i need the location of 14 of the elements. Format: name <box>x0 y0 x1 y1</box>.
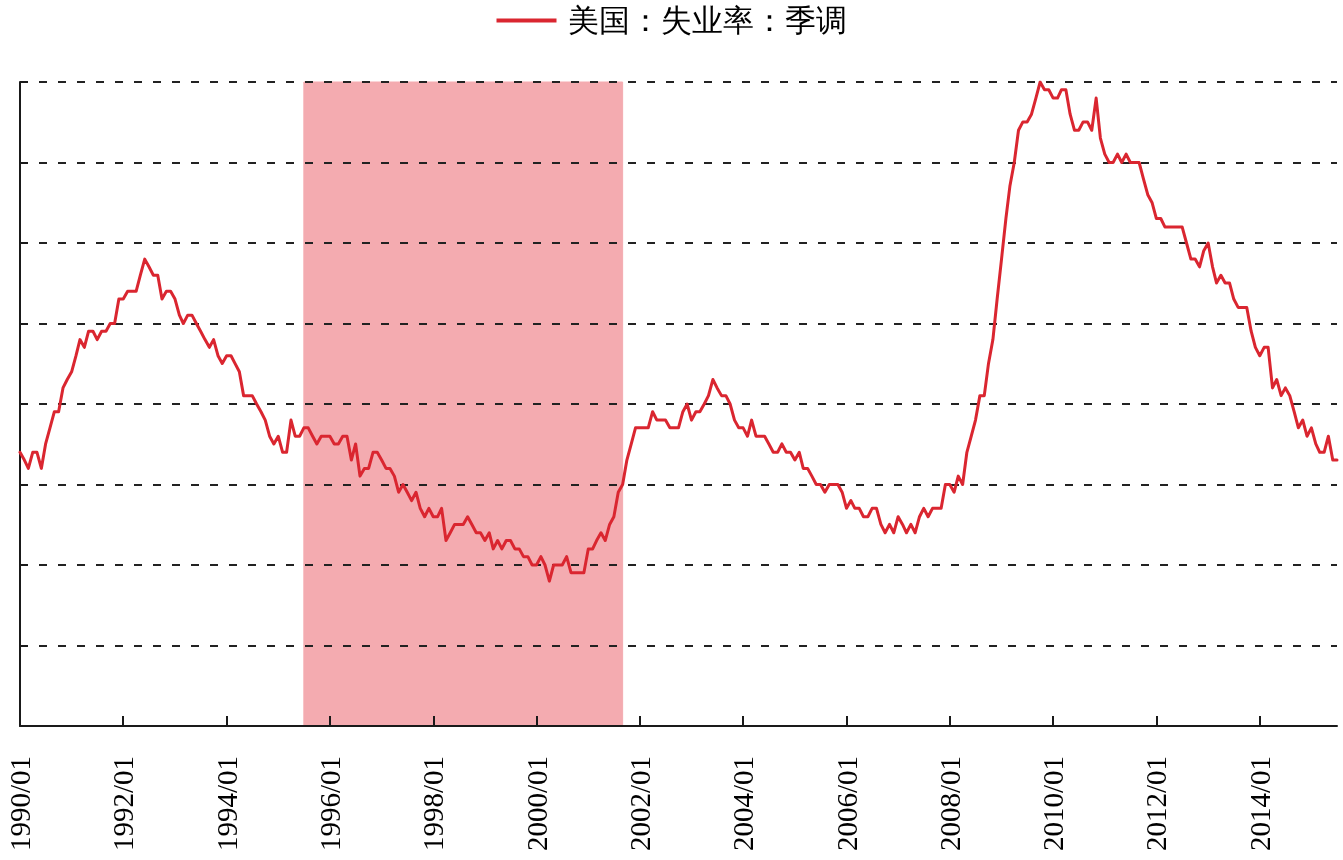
x-tick-label: 2012/01 <box>1140 756 1173 852</box>
x-tick-label: 2008/01 <box>933 756 966 852</box>
x-tick-label: 1992/01 <box>107 756 140 852</box>
x-tick-label: 2014/01 <box>1243 756 1276 852</box>
x-tick-label: 2010/01 <box>1037 756 1070 852</box>
x-tick-label: 1990/01 <box>4 756 36 852</box>
x-tick-label: 2002/01 <box>623 756 656 852</box>
x-tick-label: 2004/01 <box>727 756 760 852</box>
x-tick-label: 2006/01 <box>830 756 863 852</box>
x-tick-label: 1998/01 <box>417 756 450 852</box>
x-tick-label: 1994/01 <box>210 756 243 852</box>
x-tick-label: 2000/01 <box>520 756 553 852</box>
x-tick-label: 1996/01 <box>313 756 346 852</box>
legend-label: 美国：失业率：季调 <box>567 3 847 38</box>
